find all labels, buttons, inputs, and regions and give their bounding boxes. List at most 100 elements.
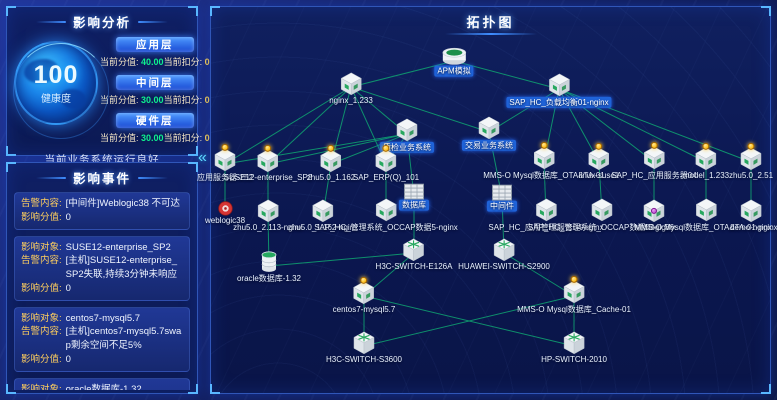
corner-decoration: [188, 146, 198, 156]
topo-node-model1233[interactable]: model_1.233: [682, 142, 730, 180]
topo-node-biz2[interactable]: 交易业务系统: [462, 116, 516, 151]
topo-node-label: MMS-O Mysql数据库_Cache-01: [517, 304, 631, 314]
topo-node-huawei[interactable]: HUAWEI-SWITCH-S2900: [458, 238, 550, 271]
topology-title: 拓扑图: [466, 15, 515, 30]
topo-node-weblogic38[interactable]: weblogic38: [205, 201, 245, 225]
cube-node-icon: [588, 142, 610, 171]
corner-decoration: [6, 162, 16, 172]
topo-node-zhu2113[interactable]: zhu5.0_2.113-nginx: [233, 199, 303, 232]
warning-badge-icon: [650, 141, 658, 149]
topo-node-h3c_s3600[interactable]: H3C-SWITCH-S3600: [326, 331, 402, 364]
topo-node-label: APM模拟: [434, 65, 474, 77]
topo-node-mms_ota_ngx[interactable]: MMS-O Mysql数据库_OTA&TA-01-nginx: [634, 198, 777, 233]
layer-chip-app[interactable]: 应用层: [115, 37, 194, 52]
event-alarm-value: [中间件]Weblogic38 不可达: [65, 198, 181, 209]
topo-node-sap_occap03[interactable]: SAP_HC_管理系统_OCCAP数据03-nginx: [528, 198, 676, 233]
layer-chip-middle[interactable]: 中间层: [115, 75, 194, 90]
topo-node-label: 质检业务系统: [380, 141, 434, 153]
layer-chip-hardware[interactable]: 硬件层: [115, 113, 194, 128]
corner-decoration: [6, 146, 16, 156]
topo-node-srv252[interactable]: 应用服务器-252: [196, 143, 254, 183]
topo-node-suse12[interactable]: SUSE12-enterprise_SP2: [223, 144, 313, 182]
cube-node-icon: [375, 144, 397, 173]
topo-node-nginx_1233[interactable]: nginx_1.233: [329, 72, 373, 105]
topo-node-zmis_nginx[interactable]: zhu5.0_1.162-nginx: [288, 199, 358, 232]
cube-node-icon: [643, 199, 665, 223]
topo-node-label: SUSE12-enterprise_SP2: [223, 172, 313, 182]
topo-node-mms_ota[interactable]: MMS-O Mysql数据库_OTA&TA-01: [483, 141, 605, 181]
health-score-value: 100: [33, 61, 79, 89]
corner-decoration: [6, 6, 16, 16]
corner-decoration: [188, 6, 198, 16]
topo-node-label: SAP_HC_应用管理服务04-nginx: [488, 222, 604, 232]
topo-node-label: 数据库: [399, 199, 429, 211]
event-card[interactable]: 影响对象: SUSE12-enterprise_SP2 告警内容: [主机]SUSE1…: [14, 235, 190, 301]
topo-node-zhu51[interactable]: zhu5.0_2.51: [728, 142, 774, 180]
event-object-value: SUSE12-enterprise_SP2: [65, 241, 171, 253]
topo-node-linux_suse[interactable]: linux-suse1: [578, 142, 620, 180]
topo-node-label: model_1.233: [682, 170, 730, 180]
cube-node-icon: [643, 141, 665, 170]
topo-node-sap_app04[interactable]: SAP_HC_应用管理服务04-nginx: [488, 198, 604, 233]
topo-node-h3c_e126a[interactable]: H3C-SWITCH-E126A: [375, 238, 453, 271]
topo-node-label: linux-suse1: [578, 170, 620, 180]
event-alarm-label: 告警内容:: [21, 326, 62, 338]
impact-analysis-title: 影响分析: [72, 16, 131, 30]
health-globe-wrap: 100 健康度: [11, 35, 109, 151]
topo-node-biz1[interactable]: 质检业务系统: [380, 118, 434, 153]
impact-events-panel: 影响事件 告警内容: [中间件]Weblogic38 不可达 影响分值: 0 影响对象:…: [6, 162, 198, 394]
event-card[interactable]: 影响对象: centos7-mysql5.7 告警内容: [主机]centos7-my…: [14, 306, 190, 372]
cube-node-icon: [320, 144, 342, 173]
corner-decoration: [188, 162, 198, 172]
title-decoration-left: [35, 176, 66, 179]
title-decoration-left: [35, 20, 66, 23]
topo-node-label: SAP_HC_管理系统_OCCAP数据03-nginx: [527, 222, 677, 232]
topology-title-wrap: 拓扑图: [211, 12, 770, 35]
deduct-value: 0: [204, 57, 210, 67]
topo-node-apm[interactable]: APM模拟: [434, 47, 474, 77]
topo-node-rack1[interactable]: 数据库: [399, 183, 429, 211]
event-card[interactable]: 告警内容: [中间件]Weblogic38 不可达 影响分值: 0: [14, 192, 190, 230]
topo-node-sap_lb01[interactable]: SAP_HC_负载均衡01-nginx: [506, 73, 612, 108]
topo-node-mms_cache[interactable]: MMS-O Mysql数据库_Cache-01: [517, 275, 631, 315]
topo-node-label: H3C-SWITCH-E126A: [375, 261, 453, 271]
event-alarm-label: 告警内容:: [21, 198, 62, 209]
topo-node-centos7[interactable]: centos7-mysql5.7: [333, 276, 395, 314]
sidebar-collapse-icon[interactable]: «: [198, 149, 207, 166]
layer-group-hardware: 硬件层 当前分值: 30.00 当前扣分: 0: [100, 113, 210, 144]
health-score-label: 健康度: [41, 94, 71, 105]
db-node-icon: [260, 251, 278, 273]
hex-node-icon: [440, 47, 468, 66]
warning-badge-icon: [595, 142, 603, 150]
cube-node-icon: [396, 118, 418, 142]
event-score-label: 影响分值:: [21, 211, 62, 223]
topo-node-sap_erp[interactable]: SAP_ERP(Q)_101: [353, 144, 419, 182]
event-card[interactable]: 影响对象:oracle数据库-1.32告警内容:[数据库:ORACLE]主机or…: [14, 377, 190, 390]
event-alarm-value: [主机]SUSE12-enterprise_SP2失联,持续3分钟未响应: [65, 255, 178, 281]
cube-node-icon: [478, 116, 500, 140]
cube-node-icon: [257, 144, 279, 173]
health-globe: 100 健康度: [13, 41, 109, 139]
topology-canvas[interactable]: APM模拟 nginx_1.233 SAP_HC_负载均衡01-nginx 质检…: [197, 7, 777, 393]
score-label: 当前分值:: [100, 95, 139, 105]
topo-node-rack2[interactable]: 中间件: [487, 184, 517, 212]
cube-node-icon: [695, 198, 717, 222]
topo-node-sap_occap5[interactable]: SAP_HC_管理系统_OCCAP数据5-nginx: [314, 198, 458, 233]
events-list[interactable]: 告警内容: [中间件]Weblogic38 不可达 影响分值: 0 影响对象: SUSE1…: [7, 187, 197, 390]
corner-decoration: [210, 384, 220, 394]
topo-node-zmis_host[interactable]: zhu5.0_1.162: [307, 144, 355, 182]
topo-node-sap_hc04[interactable]: SAP_HC_应用服务器04: [611, 141, 697, 181]
event-score-label: 影响分值:: [21, 282, 62, 294]
topo-node-label: 应用服务器-252: [196, 172, 254, 182]
topo-node-oracle[interactable]: oracle数据库-1.32: [237, 251, 301, 284]
impact-events-title-row: 影响事件: [7, 163, 197, 187]
switch-node-icon: [353, 331, 375, 355]
topo-node-label: MMS-O Mysql数据库_OTA&TA-01-nginx: [634, 222, 777, 232]
topo-node-weblogic36[interactable]: weblogic36: [634, 199, 674, 232]
topo-node-demo_nginx[interactable]: demo-nginx: [730, 199, 772, 232]
warning-badge-icon: [327, 144, 335, 152]
topo-node-label: zhu5.0_2.51: [728, 170, 774, 180]
impact-analysis-panel: 影响分析 100 健康度 应用层 当前分值: 40.00 当前扣分: 0 中间层: [6, 6, 210, 166]
topo-node-hp2010[interactable]: HP-SWITCH-2010: [541, 331, 607, 364]
